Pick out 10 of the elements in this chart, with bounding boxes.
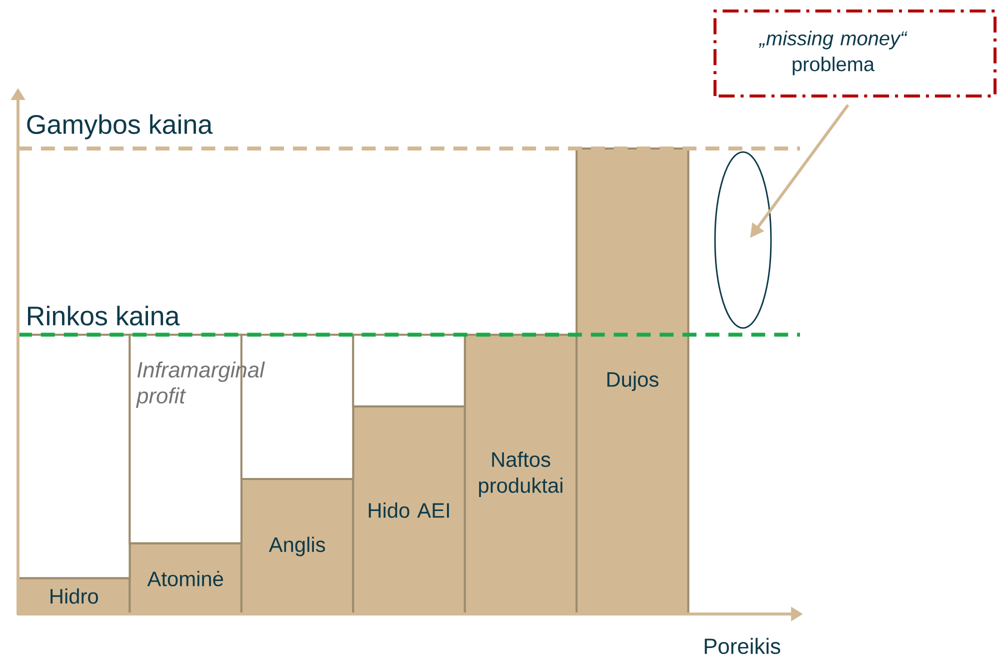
x-axis-title: Poreikis xyxy=(704,638,780,654)
x-tick-label: Hidro xyxy=(50,588,98,604)
ref-line-label: Gamybos kaina xyxy=(27,114,213,140)
text: „missing money“ problema xyxy=(758,30,908,76)
ref-line-label: Rinkos kaina xyxy=(28,306,180,326)
x-tick-label: Atominė xyxy=(147,570,224,586)
x-tick-label: Anglis xyxy=(268,536,326,556)
x-tick-label: Dujos xyxy=(607,371,658,391)
x-tick-label: Hido AEI xyxy=(368,502,449,518)
x-tick-label: Naftos produktai xyxy=(479,452,562,498)
